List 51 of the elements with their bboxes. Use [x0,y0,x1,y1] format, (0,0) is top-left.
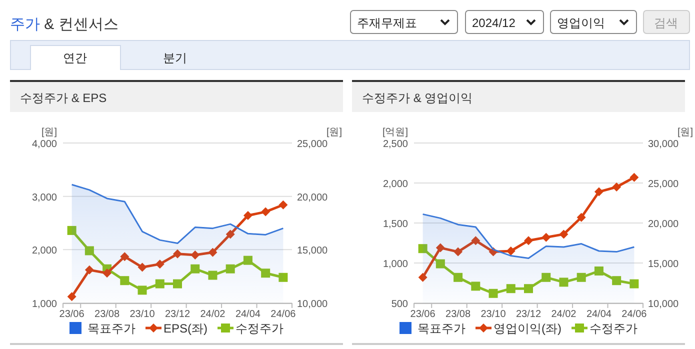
y-tick-label: 1,000 [382,259,408,270]
y-tick-label: 500 [391,299,408,310]
y-axis-title: [원] [41,127,58,138]
legend-label: 목표주가 [87,322,136,336]
y-tick-label: 1,500 [382,219,408,230]
x-tick-label: 23/10 [480,309,506,320]
x-tick-label: 23/12 [164,309,190,320]
y2-tick-label: 20,000 [297,192,328,204]
x-tick-label: 24/04 [235,309,261,320]
x-tick-label: 23/12 [516,309,542,320]
y2-tick-label: 15,000 [648,259,680,270]
y2-axis-title: [원] [326,127,342,138]
x-tick-label: 23/08 [94,309,120,320]
legend-label: 수정주가 [590,322,638,336]
legend-label: EPS(좌) [163,322,208,336]
x-tick-label: 24/04 [586,309,612,320]
legend-label: 수정주가 [236,322,284,336]
y-tick-label: 2,500 [382,139,408,150]
y2-tick-label: 30,000 [648,139,680,150]
y2-tick-label: 10,000 [297,299,328,310]
y2-tick-label: 10,000 [648,299,680,310]
x-tick-label: 24/06 [270,309,296,320]
y-axis-title: [억원] [382,127,408,138]
legend-label: 영업이익(좌) [494,322,562,336]
text: 검색 [654,16,678,30]
y-tick-label: 3,000 [32,192,58,204]
x-tick-label: 23/10 [130,309,156,320]
y2-tick-label: 20,000 [648,219,680,230]
y2-axis-title: [원] [677,127,694,138]
x-tick-label: 24/02 [551,309,577,320]
text: 주재무제표 [357,16,417,30]
chart-title: 수정주가 & EPS [20,91,107,105]
chart-title: 수정주가 & 영업이익 [362,91,473,105]
x-tick-label: 23/08 [446,309,471,320]
y2-tick-label: 25,000 [648,179,680,190]
legend-label: 목표주가 [418,322,466,336]
text: 연간 [63,51,87,65]
x-tick-label: 24/02 [200,309,226,320]
y2-tick-label: 15,000 [297,246,328,257]
text: 주가 & 컨센서스 [10,16,118,33]
y2-tick-label: 25,000 [297,139,328,150]
x-tick-label: 24/06 [622,309,648,320]
y-tick-label: 2,000 [32,246,58,257]
text: 영업이익 [557,16,605,30]
x-tick-label: 23/06 [410,309,436,320]
y-tick-label: 4,000 [32,139,58,150]
y-tick-label: 2,000 [382,179,408,190]
text: 2024/12 [472,16,516,30]
text: 분기 [163,51,187,65]
y-tick-label: 1,000 [32,299,58,310]
x-tick-label: 23/06 [59,309,85,320]
